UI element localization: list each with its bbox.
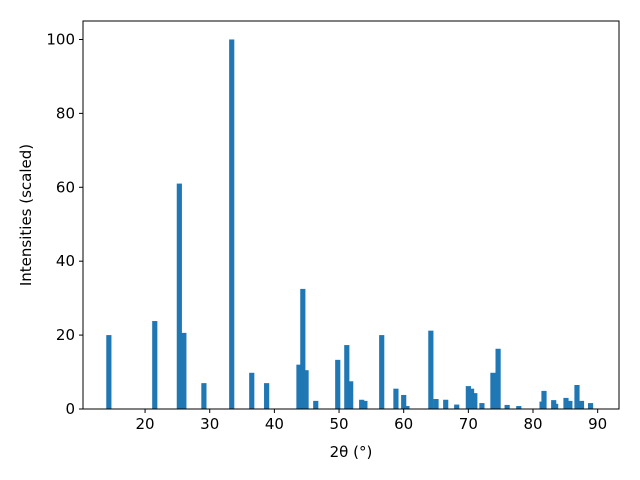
bar xyxy=(567,400,573,409)
bar xyxy=(516,406,522,409)
bar xyxy=(152,321,158,409)
bar xyxy=(201,383,207,409)
bar xyxy=(264,383,270,409)
bar xyxy=(106,335,112,409)
bar xyxy=(578,400,585,409)
bar xyxy=(362,400,368,409)
y-tick-label: 20 xyxy=(56,326,75,344)
bar xyxy=(379,335,385,409)
bar xyxy=(433,399,439,409)
bar xyxy=(344,345,350,409)
bar xyxy=(303,370,309,409)
bar xyxy=(465,386,471,409)
bar xyxy=(296,364,302,409)
bar xyxy=(335,359,341,409)
bar xyxy=(313,400,319,409)
bar xyxy=(563,397,569,409)
bar xyxy=(504,404,510,409)
bar xyxy=(176,183,182,409)
bar xyxy=(393,388,399,409)
bar xyxy=(468,388,475,409)
bar xyxy=(495,348,501,409)
bar xyxy=(479,403,485,409)
bar xyxy=(401,394,407,409)
y-tick-label: 100 xyxy=(46,30,75,48)
bar xyxy=(359,399,365,409)
y-tick-label: 40 xyxy=(56,252,75,270)
bar xyxy=(541,390,547,409)
x-tick-label: 90 xyxy=(588,415,607,433)
bar xyxy=(454,404,460,409)
plot-frame xyxy=(82,20,620,410)
bar xyxy=(553,403,559,409)
x-tick-label: 20 xyxy=(136,415,155,433)
bar xyxy=(348,381,354,409)
x-tick-label: 60 xyxy=(394,415,413,433)
x-tick-label: 50 xyxy=(329,415,348,433)
bar xyxy=(181,332,187,409)
x-tick-label: 70 xyxy=(459,415,478,433)
bar xyxy=(229,39,235,409)
y-axis-label: Intensities (scaled) xyxy=(17,144,35,286)
x-tick-label: 30 xyxy=(200,415,219,433)
bar xyxy=(490,372,496,409)
y-tick-label: 60 xyxy=(56,178,75,196)
bar xyxy=(428,330,434,409)
x-tick-label: 40 xyxy=(265,415,284,433)
y-tick-label: 0 xyxy=(65,400,75,418)
bar xyxy=(472,393,478,409)
bar xyxy=(249,372,255,409)
bar xyxy=(574,384,580,409)
bar xyxy=(300,288,306,409)
bar xyxy=(443,399,449,409)
x-tick-label: 80 xyxy=(523,415,542,433)
y-tick-label: 80 xyxy=(56,104,75,122)
bar xyxy=(587,403,594,409)
bar xyxy=(404,406,410,409)
x-axis-label: 2θ (°) xyxy=(330,443,373,461)
